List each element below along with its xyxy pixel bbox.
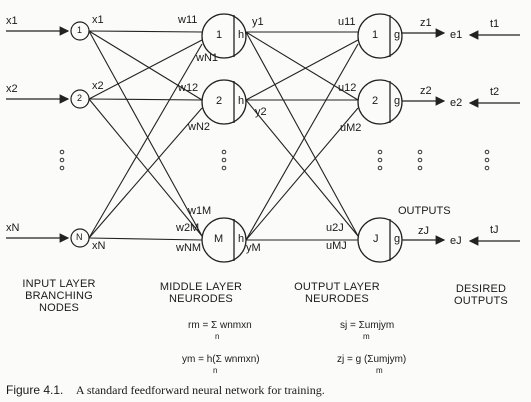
input-node-label-n: N bbox=[76, 232, 83, 242]
target-t2: t2 bbox=[490, 86, 499, 98]
middle-output-connections bbox=[246, 32, 358, 240]
weight-label-w11: w11 bbox=[178, 14, 197, 26]
target-tj: tJ bbox=[490, 224, 499, 236]
equation-y-m: ym = h(Σ wnmxn) bbox=[182, 354, 260, 365]
output-node-label-1: 1 bbox=[372, 29, 378, 41]
output-z1: z1 bbox=[420, 17, 432, 29]
weight-label-um2: uM2 bbox=[340, 122, 361, 134]
branch-output-xn: xN bbox=[92, 240, 105, 252]
output-neurodes bbox=[358, 14, 402, 262]
ellipsis-dots bbox=[60, 150, 489, 170]
output-node-label-j: J bbox=[373, 233, 379, 245]
weight-label-w12: w12 bbox=[178, 82, 198, 94]
output-function-1: g bbox=[394, 29, 400, 41]
middle-output-ym: yM bbox=[246, 242, 261, 254]
equation-z-j: zj = g (Σumjym) bbox=[337, 354, 406, 365]
weight-label-u11: u11 bbox=[338, 16, 356, 28]
input-layer-caption: INPUT LAYER BRANCHING NODES bbox=[4, 278, 114, 314]
input-label-x2: x2 bbox=[6, 83, 18, 95]
equation-s-j: sj = Σumjym bbox=[340, 320, 394, 331]
middle-node-label-1: 1 bbox=[216, 29, 222, 41]
input-middle-connections bbox=[89, 31, 202, 240]
middle-function-2: h bbox=[238, 95, 244, 107]
target-arrows bbox=[470, 35, 520, 241]
equation-y-m-index: n bbox=[213, 366, 217, 375]
input-node-label-2: 2 bbox=[77, 93, 82, 103]
desired-outputs-caption: DESIRED OUTPUTS bbox=[436, 283, 526, 307]
input-caption-line-1: INPUT LAYER bbox=[4, 278, 114, 290]
weight-label-u12: u12 bbox=[338, 82, 356, 94]
desired-caption-line-1: DESIRED bbox=[436, 283, 526, 295]
input-caption-line-2: BRANCHING bbox=[4, 290, 114, 302]
branch-output-x1: x1 bbox=[92, 14, 104, 26]
output-caption-line-1: OUTPUT LAYER bbox=[282, 281, 392, 293]
middle-function-m: h bbox=[238, 233, 244, 245]
output-layer-caption: OUTPUT LAYER NEURODES bbox=[282, 281, 392, 305]
error-e1: e1 bbox=[450, 29, 462, 41]
weight-label-umj: uMJ bbox=[326, 240, 347, 252]
desired-caption-line-2: OUTPUTS bbox=[436, 295, 526, 307]
input-label-x1: x1 bbox=[6, 15, 18, 27]
figure-caption-text: A standard feedforward neural network fo… bbox=[76, 383, 325, 397]
input-label-xn: xN bbox=[6, 222, 19, 234]
equation-z-j-index: m bbox=[376, 366, 383, 375]
equation-r-m: rm = Σ wnmxn bbox=[188, 320, 252, 331]
branch-output-x2: x2 bbox=[92, 80, 104, 92]
output-zj: zJ bbox=[418, 225, 429, 237]
outputs-label: OUTPUTS bbox=[398, 205, 451, 217]
output-caption-line-2: NEURODES bbox=[282, 293, 392, 305]
output-z2: z2 bbox=[420, 85, 432, 97]
error-ej: eJ bbox=[450, 235, 462, 247]
middle-caption-line-2: NEURODES bbox=[146, 293, 256, 305]
middle-node-label-m: M bbox=[214, 233, 223, 245]
weight-label-w1m: w1M bbox=[188, 205, 211, 217]
middle-output-y2: y2 bbox=[255, 106, 267, 118]
error-e2: e2 bbox=[450, 97, 462, 109]
output-node-label-2: 2 bbox=[372, 95, 378, 107]
input-caption-line-3: NODES bbox=[4, 302, 114, 314]
input-node-label-1: 1 bbox=[77, 25, 82, 35]
middle-caption-line-1: MIDDLE LAYER bbox=[146, 281, 256, 293]
input-arrows bbox=[6, 31, 68, 238]
middle-node-label-2: 2 bbox=[216, 95, 222, 107]
output-function-j: g bbox=[394, 233, 400, 245]
weight-label-wn2: wN2 bbox=[188, 121, 210, 133]
equation-s-j-index: m bbox=[363, 332, 370, 341]
output-function-2: g bbox=[394, 95, 400, 107]
input-nodes bbox=[71, 22, 89, 247]
middle-layer-caption: MIDDLE LAYER NEURODES bbox=[146, 281, 256, 305]
middle-output-y1: y1 bbox=[252, 16, 264, 28]
weight-label-u2j: u2J bbox=[326, 222, 344, 234]
equation-r-m-index: n bbox=[215, 332, 219, 341]
weight-label-wn1: wN1 bbox=[196, 52, 218, 64]
weight-label-wnm: wNM bbox=[176, 242, 201, 254]
figure-caption: Figure 4.1. A standard feedforward neura… bbox=[6, 381, 325, 399]
middle-function-1: h bbox=[238, 29, 244, 41]
target-t1: t1 bbox=[490, 18, 499, 30]
weight-label-w2m: w2M bbox=[176, 222, 199, 234]
figure-number: Figure 4.1. bbox=[6, 383, 63, 397]
